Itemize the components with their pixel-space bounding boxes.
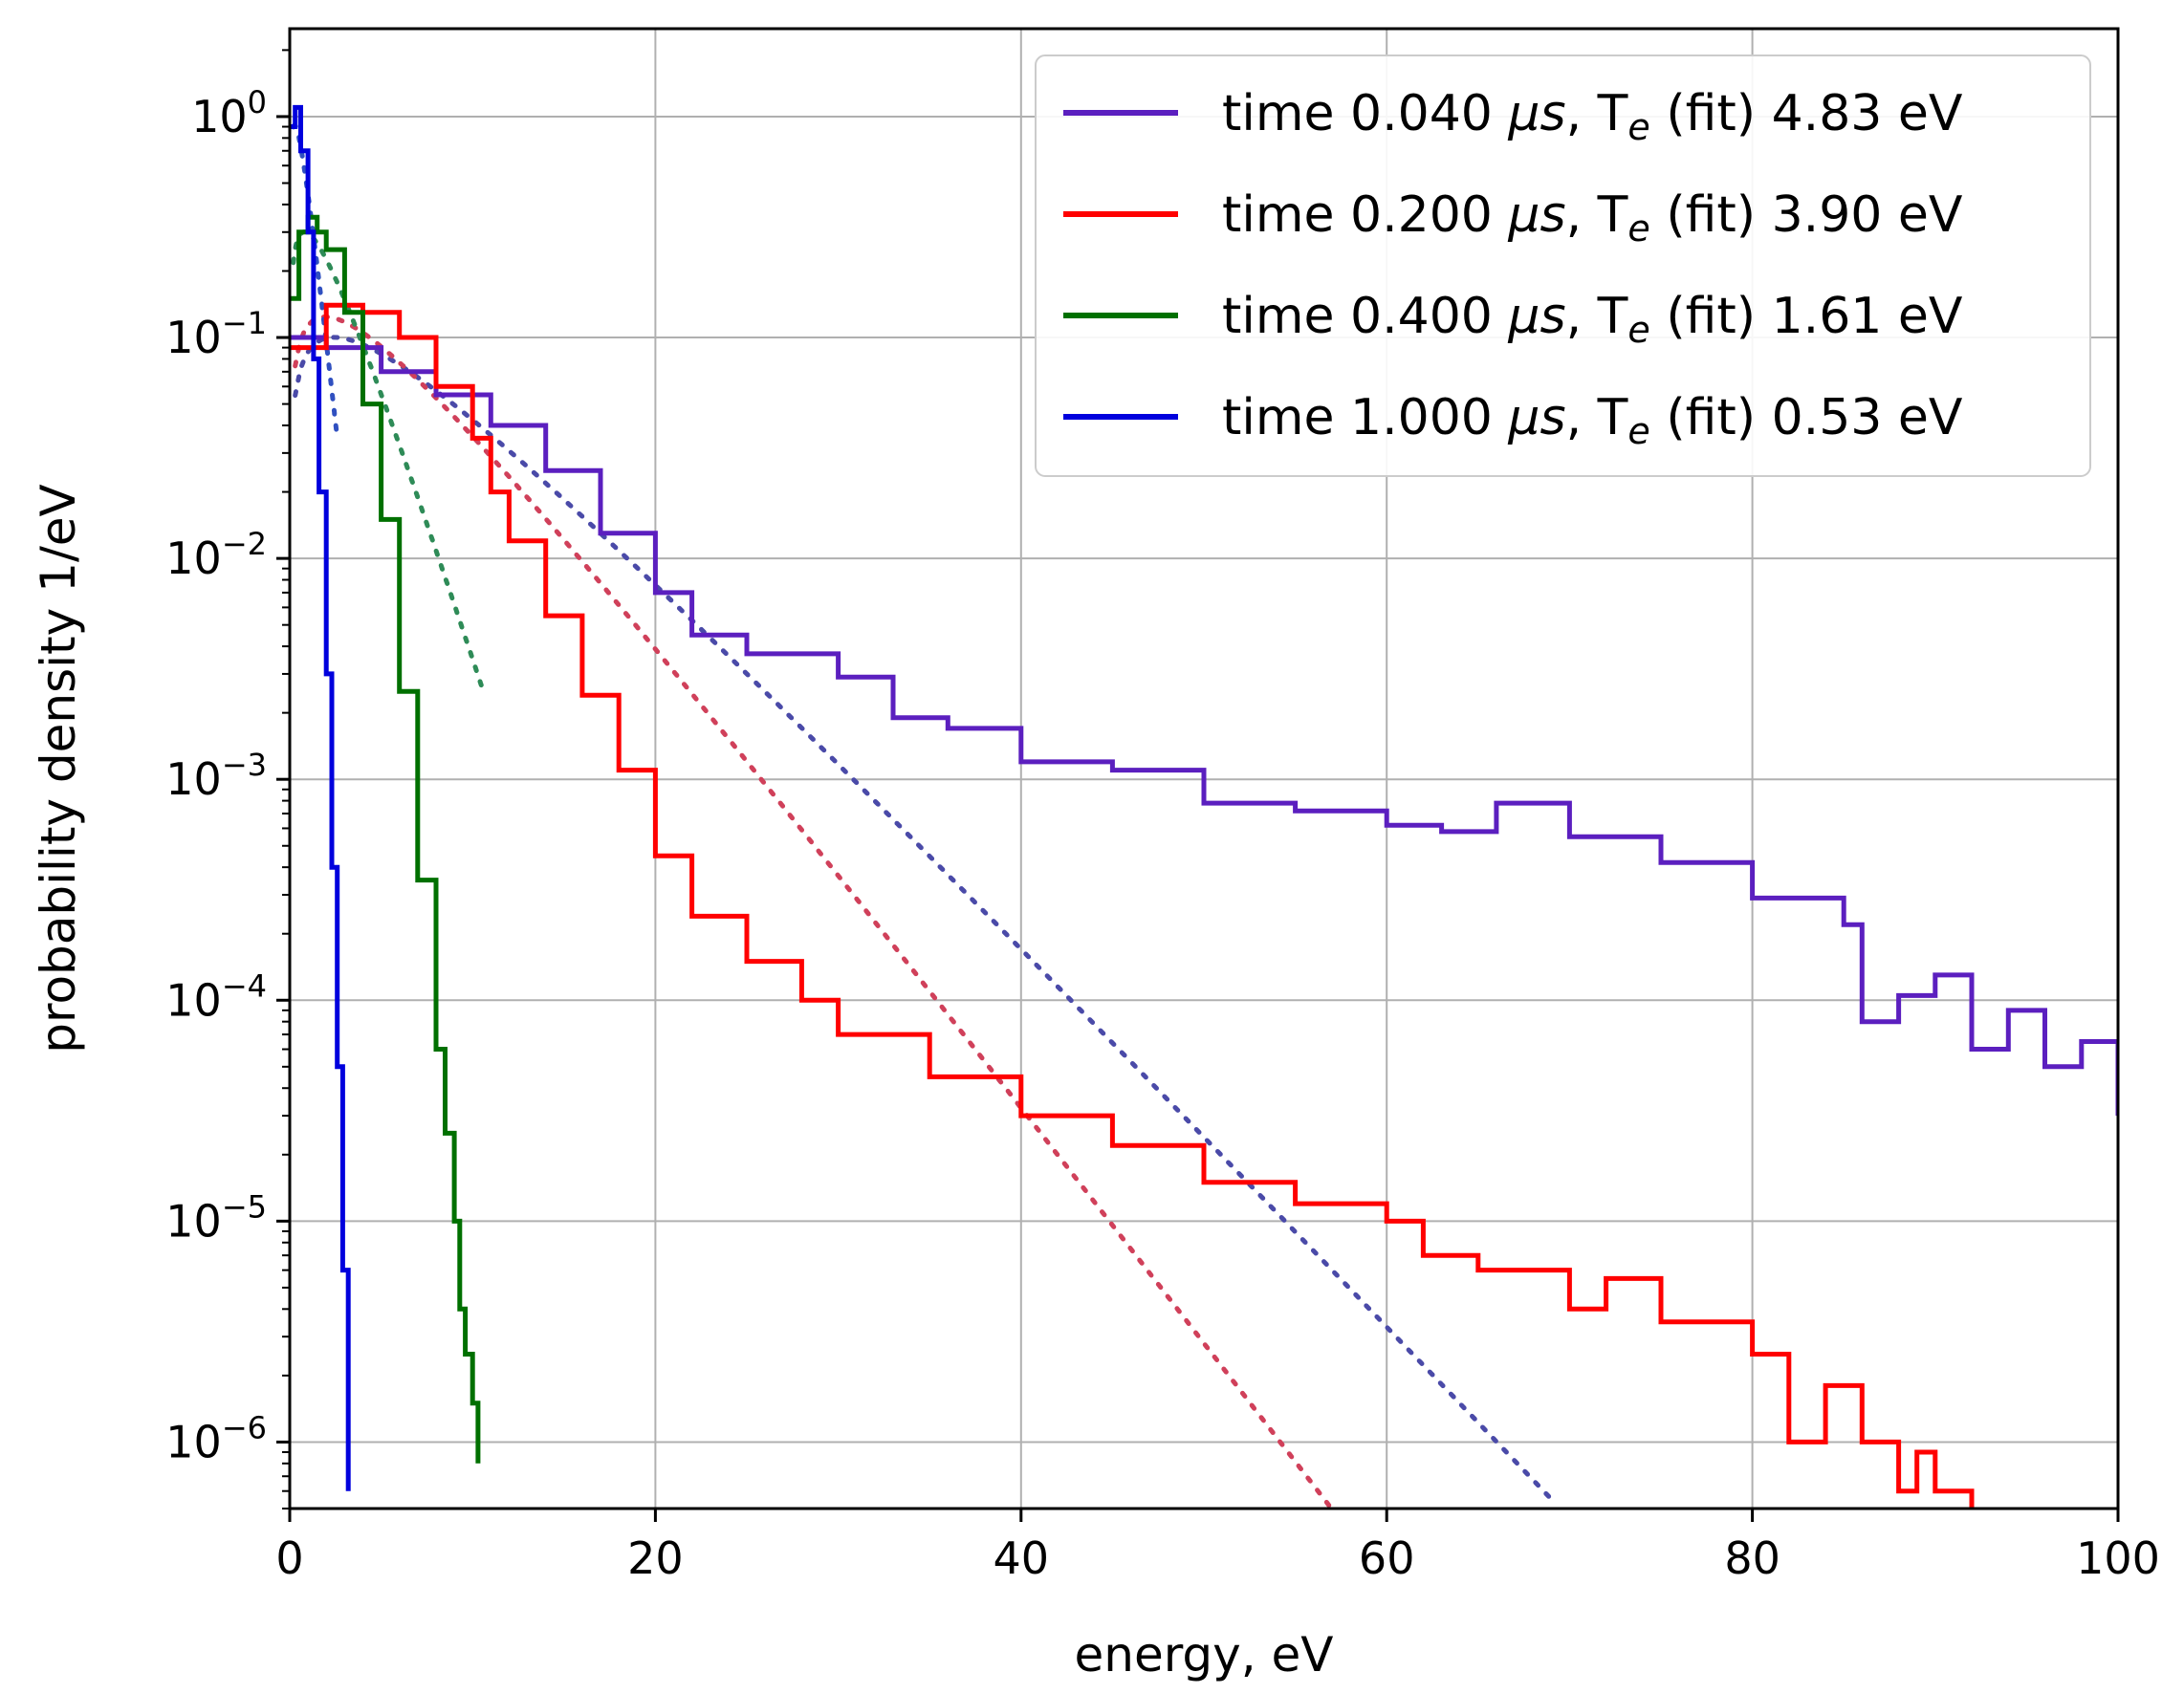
x-tick-label: 100 bbox=[2076, 1532, 2160, 1584]
x-tick-label: 40 bbox=[994, 1532, 1050, 1584]
x-tick-label: 0 bbox=[275, 1532, 303, 1584]
x-axis-label: energy, eV bbox=[1075, 1627, 1334, 1683]
series-line bbox=[290, 104, 351, 1491]
y-tick-label: 10−2 bbox=[165, 526, 267, 584]
legend-entry: time 1.000 μs, Te (fit) 0.53 eV bbox=[1222, 389, 1963, 452]
plot-frame bbox=[288, 27, 2120, 1510]
x-tick-label: 80 bbox=[1724, 1532, 1780, 1584]
series-lines bbox=[290, 104, 2118, 1509]
y-tick-label: 10−5 bbox=[165, 1188, 267, 1247]
fit-line bbox=[291, 229, 485, 689]
series-line bbox=[290, 302, 1975, 1509]
fit-line bbox=[293, 314, 1335, 1509]
series-line bbox=[290, 335, 2118, 1117]
legend-box bbox=[1035, 54, 2091, 477]
series-line bbox=[290, 214, 481, 1464]
x-axis: 0 20 40 60 80 100 bbox=[275, 1509, 2160, 1584]
y-axis-label: probability density 1/eV bbox=[31, 484, 86, 1053]
y-tick-label: 100 bbox=[191, 84, 267, 142]
y-tick-label: 10−3 bbox=[165, 747, 267, 805]
x-tick-label: 20 bbox=[627, 1532, 684, 1584]
legend: time 0.040 μs, Te (fit) 4.83 eV time 0.20… bbox=[1035, 54, 2091, 477]
legend-entry: time 0.200 μs, Te (fit) 3.90 eV bbox=[1222, 186, 1963, 250]
y-tick-label: 10−4 bbox=[165, 967, 267, 1026]
x-tick-label: 60 bbox=[1359, 1532, 1415, 1584]
y-axis: 100 10−1 10−2 10−3 10−4 10−5 10−6 bbox=[165, 49, 290, 1509]
fit-lines bbox=[291, 122, 1554, 1509]
legend-entry: time 0.400 μs, Te (fit) 1.61 eV bbox=[1222, 288, 1963, 351]
legend-entry: time 0.040 μs, Te (fit) 4.83 eV bbox=[1222, 85, 1963, 148]
y-tick-label: 10−6 bbox=[165, 1409, 267, 1467]
y-tick-label: 10−1 bbox=[165, 305, 267, 363]
